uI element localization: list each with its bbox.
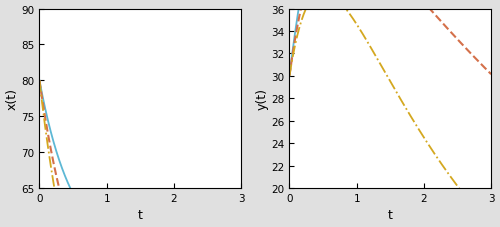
Y-axis label: y(t): y(t) — [256, 88, 268, 110]
X-axis label: t: t — [388, 209, 392, 222]
X-axis label: t: t — [138, 209, 142, 222]
Y-axis label: x(t): x(t) — [6, 88, 18, 110]
